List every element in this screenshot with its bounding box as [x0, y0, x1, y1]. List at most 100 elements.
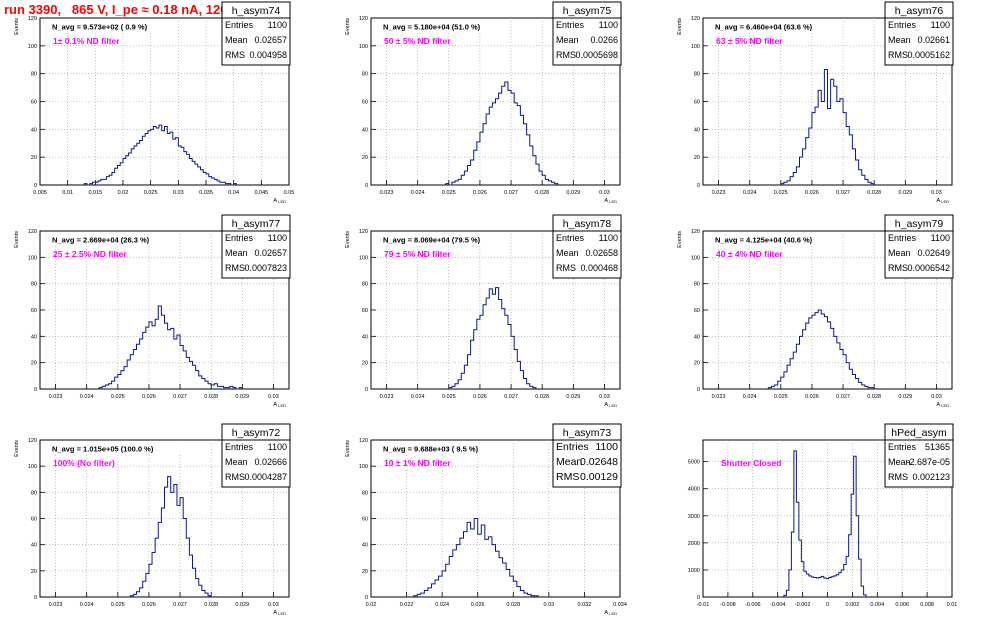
stats-box — [884, 214, 954, 279]
y-tick-label: 40 — [694, 334, 700, 340]
x-tick-label: 0.023 — [380, 190, 394, 196]
x-tick-label: 0.05 — [284, 190, 295, 196]
stats-rms-value: 0.0006542 — [907, 263, 950, 273]
navg-box — [380, 234, 508, 245]
y-tick-label: 20 — [362, 155, 368, 161]
x-tick-label: 0.026 — [142, 602, 156, 608]
x-tick-label: 0.006 — [895, 602, 909, 608]
y-tick-label: 20 — [362, 361, 368, 367]
histogram-line — [448, 287, 537, 389]
y-tick-label: 20 — [31, 155, 37, 161]
y-tick-label: 120 — [28, 438, 37, 444]
y-axis-title: Events — [345, 18, 351, 35]
stats-mean-value: 0.02649 — [917, 248, 950, 258]
histogram-panel-h_asym76: 0.023 0.024 0.025 0.026 0.027 0.028 0.029 0.03 0… — [677, 1, 954, 204]
stats-entries-label: Entries — [556, 20, 585, 30]
x-tick-label: 0.023 — [712, 394, 726, 400]
x-tick-label: 0.028 — [867, 394, 881, 400]
y-tick-label: 100 — [359, 255, 368, 261]
x-tick-label: 0.029 — [566, 190, 580, 196]
stats-entries-label: Entries — [225, 233, 254, 243]
y-tick-label: 5000 — [688, 460, 700, 466]
stats-entries-label: Entries — [888, 233, 917, 243]
x-tick-label: 0.029 — [566, 394, 580, 400]
stats-entries-label: Entries — [225, 20, 254, 30]
navg-box — [49, 443, 195, 454]
x-tick-label: 0.025 — [774, 394, 788, 400]
stats-mean-label: Mean — [225, 248, 248, 258]
x-tick-label: 0.029 — [898, 394, 912, 400]
stats-box — [221, 423, 291, 488]
stats-rms-value: 0.0004287 — [244, 472, 287, 482]
y-tick-label: 40 — [31, 334, 37, 340]
x-tick-label: 0.026 — [471, 602, 485, 608]
filter-label: 100% (No filter) — [53, 458, 115, 468]
y-tick-label: 60 — [31, 517, 37, 523]
y-tick-label: 1000 — [688, 568, 700, 574]
x-tick-label: 0.03 — [268, 394, 279, 400]
stats-mean-label: Mean — [556, 248, 579, 258]
x-tick-label: 0.002 — [846, 602, 860, 608]
y-tick-label: 40 — [31, 127, 37, 133]
stats-entries-value: 1100 — [931, 20, 950, 30]
x-tick-label: 0.024 — [435, 602, 449, 608]
x-tick-label: 0.008 — [920, 602, 934, 608]
navg-box — [380, 443, 508, 454]
x-tick-label: 0.03 — [173, 190, 184, 196]
histogram-panel-h_asym73: 0.02 0.022 0.024 0.026 0.028 0.03 0.032 0.034 0 2… — [345, 423, 627, 616]
navg-label: N_avg = 9.573e+02 ( 0.9 %) — [52, 23, 148, 32]
stats-entries-value: 1100 — [599, 20, 618, 30]
x-tick-label: 0.023 — [380, 394, 394, 400]
x-tick-label: 0.023 — [49, 394, 63, 400]
stats-box — [221, 214, 291, 279]
x-tick-label: 0.015 — [88, 190, 102, 196]
histogram-line — [413, 518, 539, 597]
x-tick-label: 0.01 — [62, 190, 73, 196]
navg-label: N_avg = 2.669e+04 (26.3 %) — [52, 236, 150, 245]
y-tick-label: 80 — [31, 72, 37, 78]
y-tick-label: 20 — [31, 361, 37, 367]
histogram-line — [783, 450, 867, 597]
stats-mean-label: Mean — [225, 457, 248, 467]
x-tick-label: 0.028 — [204, 394, 218, 400]
y-tick-label: 2000 — [688, 541, 700, 547]
x-tick-label: 0.03 — [543, 602, 554, 608]
x-tick-label: 0.027 — [173, 394, 187, 400]
stats-mean-label: Mean — [556, 456, 582, 468]
x-tick-label: 0.028 — [535, 394, 549, 400]
x-tick-label: 0.045 — [254, 190, 268, 196]
stats-box — [552, 423, 622, 488]
x-axis-title: A LED — [273, 610, 286, 616]
x-tick-label: 0.024 — [743, 190, 757, 196]
x-tick-label: -0.01 — [697, 602, 710, 608]
y-tick-label: 80 — [31, 490, 37, 496]
stats-rms-label: RMS — [225, 472, 245, 482]
stats-mean-value: 0.0266 — [590, 35, 618, 45]
y-tick-label: 100 — [359, 464, 368, 470]
y-tick-label: 20 — [694, 155, 700, 161]
y-tick-label: 80 — [362, 490, 368, 496]
stats-entries-value: 1100 — [595, 441, 618, 453]
navg-box — [49, 21, 173, 32]
y-tick-label: 120 — [359, 438, 368, 444]
stats-box — [552, 214, 622, 279]
stats-mean-value: 0.02658 — [585, 248, 618, 258]
stats-mean-label: Mean — [888, 35, 911, 45]
stats-rms-value: 0.002123 — [912, 472, 950, 482]
histogram-panel-h_asym79: 0.023 0.024 0.025 0.026 0.027 0.028 0.029 0.03 0… — [677, 214, 954, 408]
x-tick-label: 0.024 — [743, 394, 757, 400]
y-tick-label: 80 — [362, 72, 368, 78]
stats-mean-value: 0.02666 — [254, 457, 287, 467]
x-tick-label: 0.01 — [947, 602, 958, 608]
x-tick-label: 0.024 — [411, 190, 425, 196]
y-tick-label: 60 — [694, 100, 700, 106]
y-tick-label: 0 — [34, 183, 37, 189]
x-tick-label: 0.028 — [535, 190, 549, 196]
histogram-panel-hPed_asym: -0.01 -0.008 -0.006 -0.004 -0.002 0 0.002 0.004… — [688, 423, 958, 608]
stats-rms-label: RMS — [556, 263, 576, 273]
x-tick-label: 0.03 — [599, 190, 610, 196]
filter-label: 63 ± 5% ND filter — [716, 36, 783, 46]
y-tick-label: 100 — [28, 464, 37, 470]
x-tick-label: 0 — [826, 602, 829, 608]
stats-rms-label: RMS — [556, 471, 579, 483]
